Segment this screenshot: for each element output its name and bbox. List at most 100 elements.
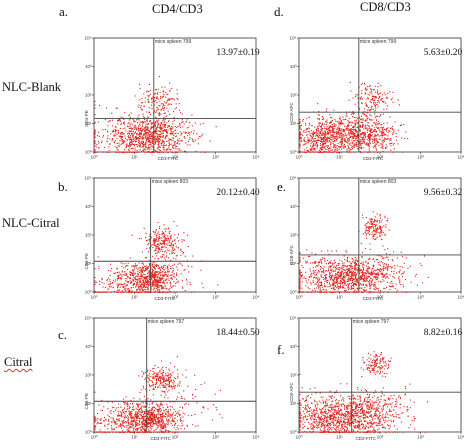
scatter-point [355,143,357,145]
scatter-point [377,128,379,130]
scatter-point [167,380,169,382]
scatter-point [160,285,162,287]
scatter-point [338,275,340,277]
scatter-point [148,243,150,245]
scatter-point [145,399,147,401]
scatter-point [370,90,372,92]
scatter-point [155,126,157,128]
scatter-point [118,419,120,421]
scatter-point [136,413,138,415]
scatter-point [178,392,180,394]
scatter-point [112,129,114,131]
scatter-point [94,121,96,123]
scatter-point [163,381,165,383]
scatter-point [337,128,339,130]
x-tick-label: 10² [377,155,384,160]
scatter-point [169,139,171,141]
scatter-point [166,418,168,420]
scatter-point [145,421,147,423]
scatter-point [335,146,337,148]
scatter-point [155,282,157,284]
scatter-point [142,262,144,264]
scatter-point [371,99,373,101]
scatter-point [164,386,166,388]
scatter-point [333,287,335,289]
scatter-point [130,130,132,132]
scatter-point [163,148,165,150]
scatter-point [120,431,122,433]
scatter-point [153,266,155,268]
scatter-point [116,147,118,149]
scatter-point [138,129,140,131]
scatter-point [98,131,100,133]
scatter-point [393,131,395,133]
scatter-point [128,144,130,146]
scatter-point [135,278,137,280]
scatter-point [181,239,183,241]
scatter-point [136,403,138,405]
scatter-point [318,133,320,135]
scatter-point [148,130,150,132]
scatter-point [128,149,130,151]
scatter-point [143,130,145,132]
scatter-point [321,130,323,132]
scatter-point [144,127,146,129]
scatter-point [130,431,132,433]
scatter-point [159,413,161,415]
x-tick-label: 10⁴ [253,155,260,160]
scatter-point [329,138,331,140]
scatter-point [184,268,186,270]
scatter-point [191,266,193,268]
scatter-point [94,282,96,284]
scatter-point [161,372,163,374]
scatter-point [174,424,176,426]
scatter-point [171,386,173,388]
scatter-point [342,134,344,136]
scatter-point [144,286,146,288]
scatter-point [159,281,161,283]
scatter-point [177,233,179,235]
scatter-point [153,275,155,277]
x-axis-label: CD3-FITC [154,296,175,301]
scatter-point [135,417,137,419]
scatter-point [312,138,314,140]
scatter-point [113,135,115,137]
scatter-point [144,144,146,146]
scatter-point [146,129,148,131]
scatter-point [380,98,382,100]
scatter-point [369,135,371,137]
scatter-point [160,95,162,97]
scatter-point [370,99,372,101]
scatter-point [173,147,175,149]
scatter-point [156,374,158,376]
scatter-point [330,121,332,123]
scatter-point [147,272,149,274]
scatter-point [146,123,148,125]
scatter-point [186,278,188,280]
scatter-point [382,131,384,133]
scatter-point [148,117,150,119]
scatter-point [149,143,151,145]
scatter-point [176,420,178,422]
scatter-point [160,416,162,418]
scatter-point [173,420,175,422]
scatter-point [329,122,331,124]
scatter-point [156,375,158,377]
scatter-point [325,134,327,136]
scatter-point [376,101,378,103]
scatter-point [143,121,145,123]
scatter-point [161,121,163,123]
scatter-point [145,143,147,145]
scatter-point [192,139,194,141]
scatter-point [152,273,154,275]
scatter-point [148,91,150,93]
scatter-point [313,130,315,132]
scatter-point [328,147,330,149]
scatter-point [124,149,126,151]
scatter-point [139,291,141,293]
scatter-point [299,127,301,129]
scatter-point [147,423,149,425]
scatter-point [335,133,337,135]
scatter-point [146,282,148,284]
scatter-point [99,283,101,285]
